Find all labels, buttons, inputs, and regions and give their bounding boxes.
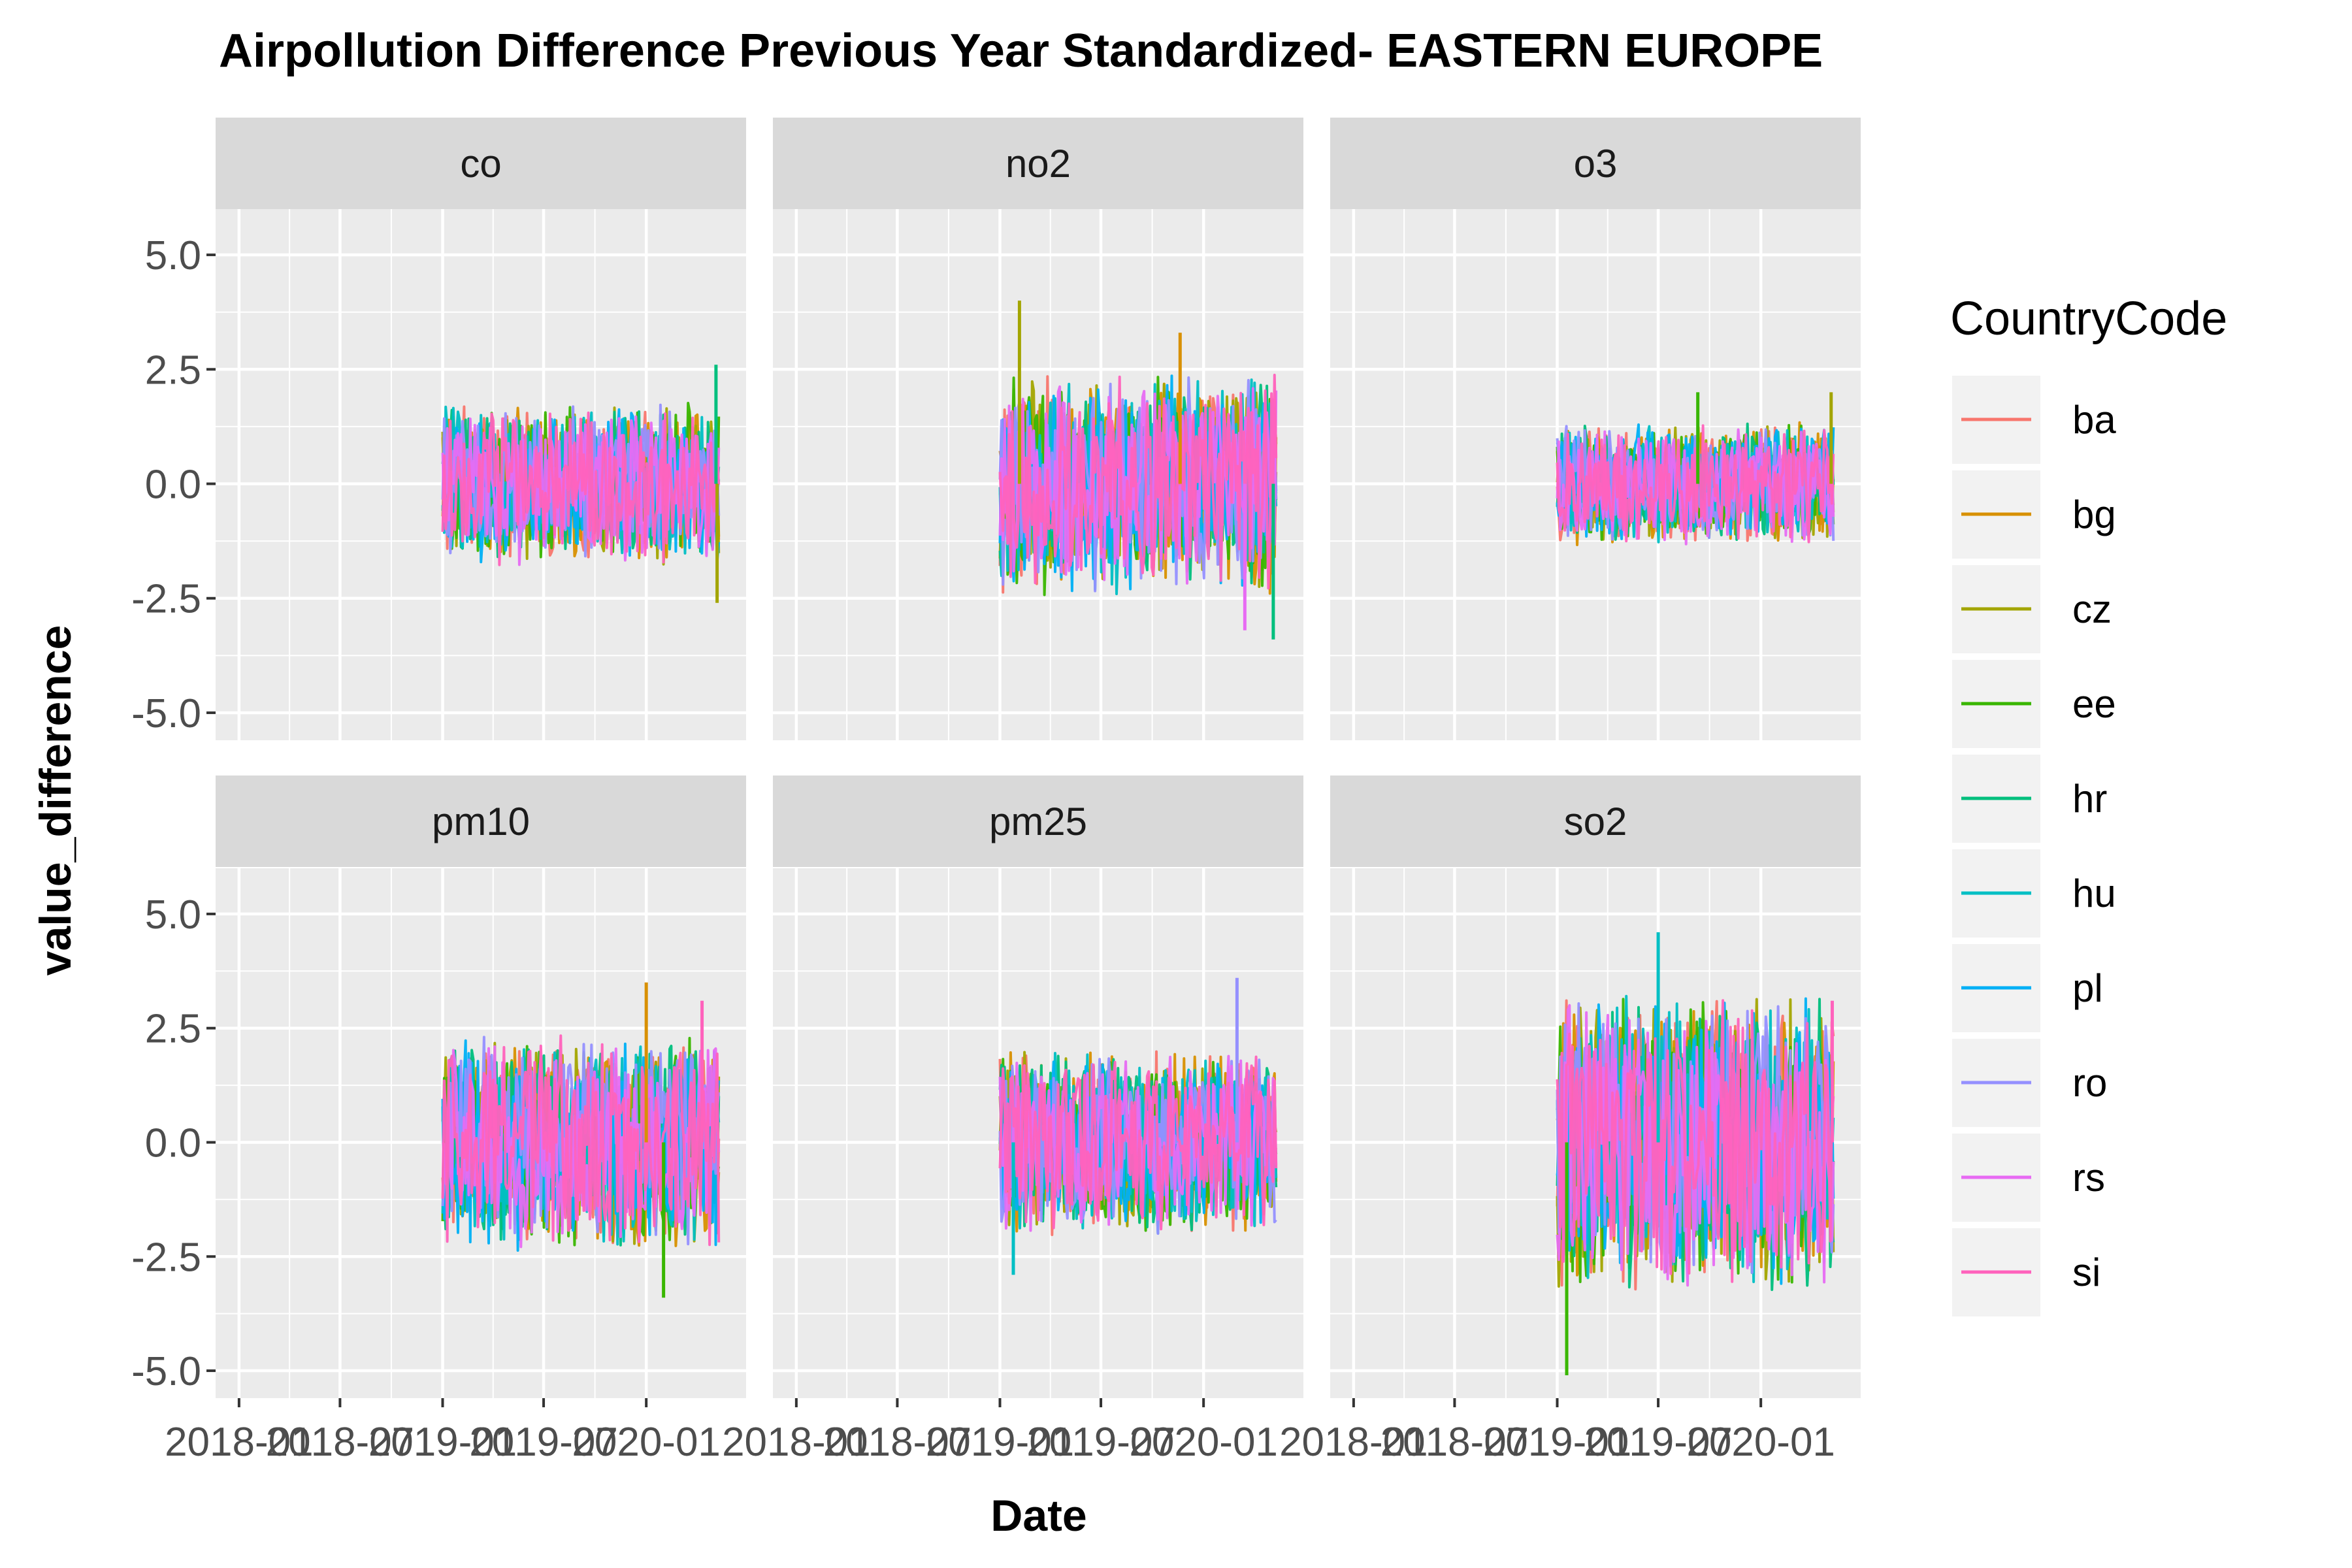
facet-panels: co -5.0 -2.5 0.0 2.5 5.0 no2 o3 pm10 -5.0 -2.5 0.0 2… <box>131 118 1861 1465</box>
series-line-si <box>998 374 1278 590</box>
x-tick-label: 2020-01 <box>1686 1420 1835 1465</box>
legend-item-rs: rs <box>1952 1134 2105 1222</box>
facet-series <box>998 301 1278 640</box>
y-tick-label: 0.0 <box>145 1120 201 1166</box>
legend-item-bg: bg <box>1952 470 2116 559</box>
legend-label: si <box>2072 1250 2100 1294</box>
facet-strip <box>216 118 746 209</box>
legend-label: bg <box>2072 493 2116 536</box>
y-tick-label: 0.0 <box>145 463 201 508</box>
legend-item-si: si <box>1952 1228 2100 1316</box>
facet-label: co <box>460 142 501 186</box>
series-line-si <box>1556 999 1835 1283</box>
y-tick-label: 5.0 <box>145 892 201 938</box>
facet-series <box>441 365 721 603</box>
x-tick-label: 2019-07 <box>469 1420 618 1465</box>
legend: CountryCode ba bg cz ee hr hu pl ro rs si <box>1950 293 2227 1316</box>
y-tick-label: -5.0 <box>131 691 201 736</box>
facet-label: so2 <box>1564 800 1627 843</box>
legend-label: ro <box>2072 1061 2107 1105</box>
facet-series <box>998 977 1278 1275</box>
facet-co: co -5.0 -2.5 0.0 2.5 5.0 <box>131 118 746 740</box>
legend-label: hu <box>2072 872 2116 915</box>
facet-strip <box>1330 118 1861 209</box>
legend-item-hu: hu <box>1952 849 2116 938</box>
facet-label: pm25 <box>989 800 1087 843</box>
legend-label: cz <box>2072 587 2112 631</box>
facet-no2: no2 <box>773 118 1303 740</box>
legend-label: pl <box>2072 966 2103 1010</box>
facet-series <box>441 982 721 1298</box>
facet-label: no2 <box>1005 142 1071 186</box>
x-tick-label: 2018-07 <box>823 1420 972 1465</box>
x-axis-title: Date <box>990 1491 1086 1541</box>
facet-o3: o3 <box>1330 118 1861 740</box>
y-tick-label: 5.0 <box>145 233 201 278</box>
y-tick-label: 2.5 <box>145 348 201 393</box>
x-tick-label: 2019-07 <box>1026 1420 1175 1465</box>
legend-item-ee: ee <box>1952 660 2116 748</box>
legend-label: ee <box>2072 682 2116 726</box>
legend-label: hr <box>2072 777 2107 821</box>
facet-label: o3 <box>1574 142 1618 186</box>
x-tick-label: 2019-01 <box>368 1420 517 1465</box>
facet-label: pm10 <box>432 800 530 843</box>
legend-label: rs <box>2072 1156 2105 1200</box>
legend-title: CountryCode <box>1950 293 2227 345</box>
series-line-si <box>1556 424 1835 544</box>
y-tick-label: -5.0 <box>131 1349 201 1394</box>
chart-title: Airpollution Difference Previous Year St… <box>219 25 1823 77</box>
y-tick-label: -2.5 <box>131 1235 201 1280</box>
x-tick-label: 2019-01 <box>1483 1420 1632 1465</box>
x-tick-label: 2020-01 <box>1129 1420 1278 1465</box>
legend-label: ba <box>2072 398 2116 442</box>
y-axis-title: value_difference <box>31 625 80 976</box>
facet-strip <box>773 118 1303 209</box>
y-tick-label: 2.5 <box>145 1007 201 1052</box>
x-tick-label: 2018-07 <box>266 1420 415 1465</box>
legend-item-pl: pl <box>1952 944 2103 1032</box>
legend-keys: ba bg cz ee hr hu pl ro rs si <box>1952 376 2116 1316</box>
legend-item-cz: cz <box>1952 565 2112 653</box>
x-tick-label: 2018-01 <box>722 1420 871 1465</box>
x-tick-label: 2019-01 <box>926 1420 1075 1465</box>
legend-item-ba: ba <box>1952 376 2116 464</box>
x-tick-label: 2018-01 <box>1279 1420 1428 1465</box>
series-line-si <box>998 1055 1278 1231</box>
x-tick-label: 2018-01 <box>165 1420 314 1465</box>
x-tick-label: 2020-01 <box>572 1420 721 1465</box>
x-tick-label: 2019-07 <box>1584 1420 1733 1465</box>
facet-series <box>1556 392 1835 546</box>
facet-strip <box>1330 776 1861 867</box>
series-line-si <box>441 411 721 566</box>
facet-pm10: pm10-5.0-2.50.02.55.02018-012018-072019-… <box>131 776 746 1465</box>
facet-strip <box>216 776 746 867</box>
facet-series <box>1556 932 1835 1376</box>
y-tick-label: -2.5 <box>131 577 201 622</box>
series-line-si <box>441 1034 721 1247</box>
x-tick-label: 2018-07 <box>1380 1420 1529 1465</box>
facet-strip <box>773 776 1303 867</box>
legend-item-ro: ro <box>1952 1039 2107 1127</box>
legend-item-hr: hr <box>1952 755 2107 843</box>
